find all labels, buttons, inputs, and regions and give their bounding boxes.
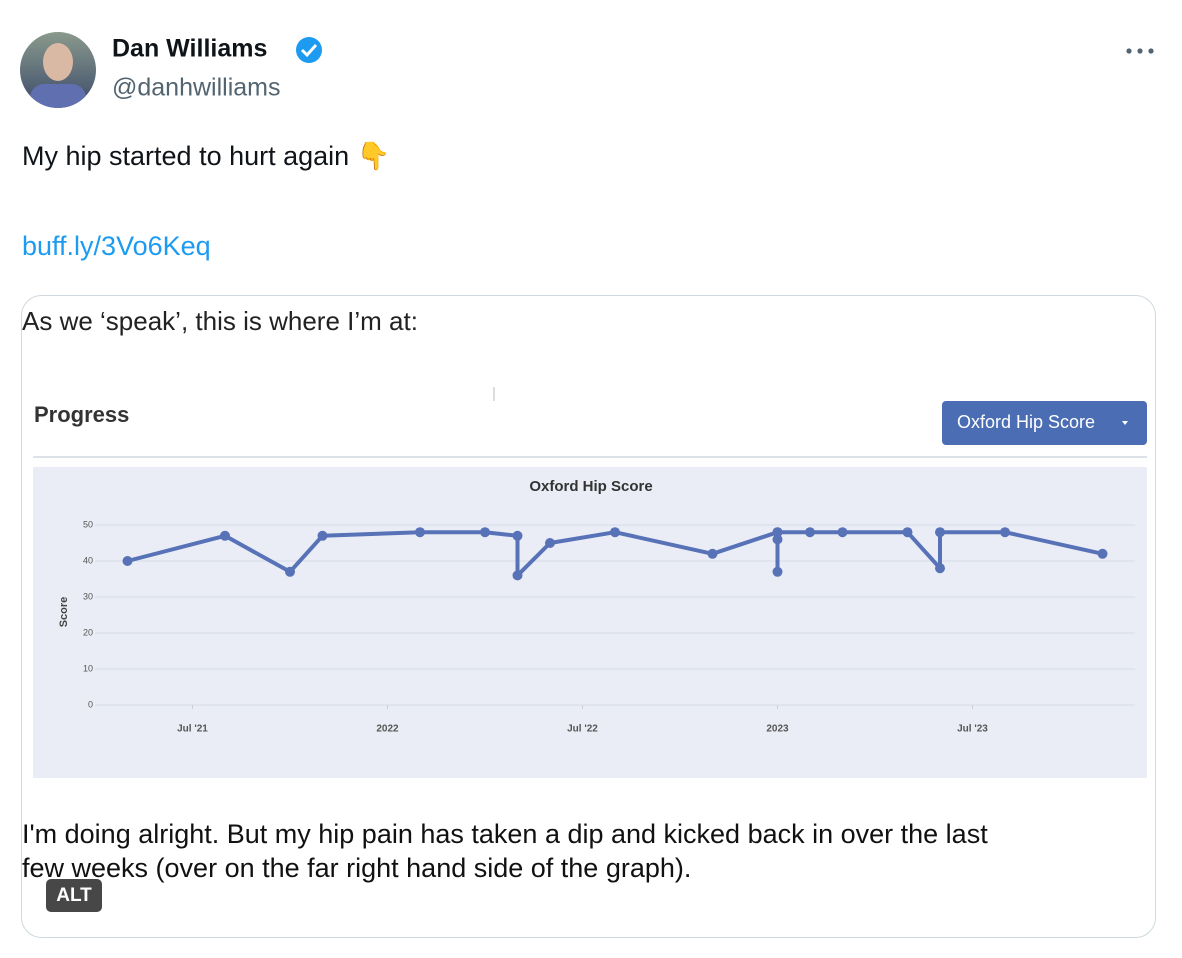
- data-point: [285, 566, 295, 577]
- caption-top: As we ‘speak’, this is where I’m at:: [22, 306, 418, 336]
- data-line: [126, 530, 1103, 578]
- author-handle[interactable]: @danhwilliams: [112, 74, 281, 102]
- data-point: [707, 548, 718, 559]
- y-tick-label: 50: [83, 519, 93, 529]
- data-point: [512, 530, 523, 541]
- data-point: [772, 534, 783, 545]
- data-point: [122, 556, 133, 566]
- data-point: [220, 530, 230, 541]
- dropdown-caret: [1122, 421, 1128, 425]
- data-point: [805, 527, 815, 538]
- x-tick-label: Jul '21: [177, 724, 208, 735]
- chart-title: Oxford Hip Score: [529, 478, 652, 495]
- y-tick-label: 20: [83, 627, 93, 637]
- verified-badge: [296, 37, 322, 63]
- caption-bottom: few weeks (over on the far right hand si…: [22, 853, 691, 883]
- y-axis-label: Score: [58, 597, 70, 628]
- data-point: [545, 538, 555, 548]
- y-tick-label: 10: [83, 663, 93, 673]
- dropdown-label: Oxford Hip Score: [957, 412, 1095, 432]
- x-tick-label: 2023: [766, 724, 789, 735]
- x-tick-label: 2022: [376, 724, 399, 735]
- author-name[interactable]: Dan Williams: [112, 35, 267, 63]
- data-point: [512, 570, 523, 581]
- data-point: [317, 530, 328, 541]
- chart-area: [33, 467, 1147, 778]
- plot: 0 10 20 30 40 50 Jul '21 2022 Jul '22 2023 Jul '23: [83, 519, 1135, 735]
- tweet-text: My hip started to hurt again 👇: [22, 141, 390, 172]
- data-point: [902, 527, 913, 538]
- alt-badge[interactable]: [46, 879, 102, 912]
- caption-bottom: I'm doing alright. But my hip pain has t…: [22, 819, 988, 849]
- more-button[interactable]: [1126, 48, 1154, 54]
- dropdown-button[interactable]: [942, 401, 1147, 445]
- data-point: [837, 527, 848, 538]
- avatar[interactable]: [20, 32, 96, 114]
- x-tick-label: Jul '22: [567, 724, 598, 735]
- data-point: [935, 563, 945, 574]
- alt-badge-label: ALT: [56, 885, 92, 906]
- y-tick-label: 0: [88, 699, 93, 709]
- y-tick-label: 40: [83, 555, 93, 565]
- tweet-link[interactable]: buff.ly/3Vo6Keq: [22, 231, 211, 261]
- data-point: [415, 527, 425, 538]
- data-point: [610, 527, 620, 538]
- y-tick-label: 30: [83, 591, 93, 601]
- data-point: [1097, 548, 1108, 559]
- section-title: Progress: [34, 402, 129, 427]
- data-point: [935, 527, 945, 538]
- data-point: [1000, 527, 1010, 538]
- data-point: [772, 527, 783, 538]
- data-point: [480, 527, 490, 538]
- x-tick-label: Jul '23: [957, 724, 988, 735]
- data-point: [772, 566, 783, 577]
